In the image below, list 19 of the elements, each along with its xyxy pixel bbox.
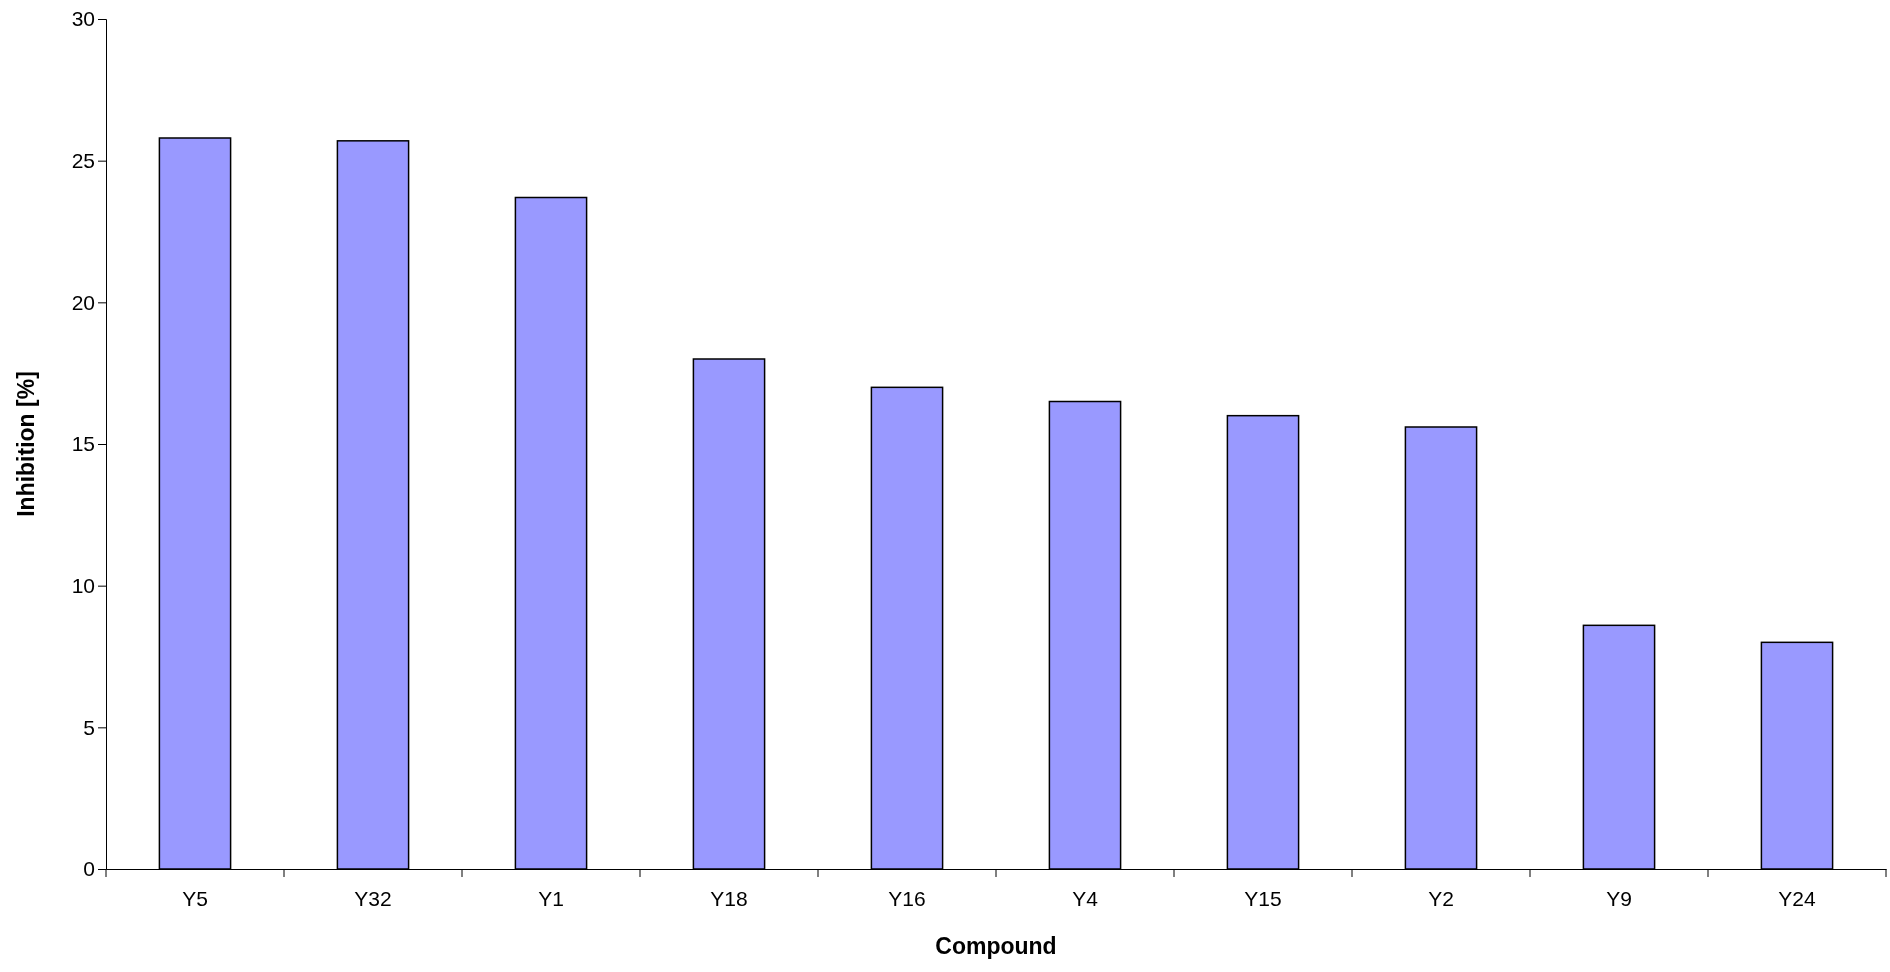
x-tick-label: Y1 — [538, 886, 564, 910]
y-tick-label: 25 — [71, 148, 95, 172]
x-axis-title: Compound — [935, 933, 1057, 959]
x-tick-label: Y9 — [1606, 886, 1632, 910]
x-tick-label: Y5 — [182, 886, 208, 910]
x-tick-label: Y32 — [354, 886, 392, 910]
x-tick-label: Y24 — [1778, 886, 1816, 910]
x-tick-label: Y18 — [710, 886, 748, 910]
y-tick-label: 5 — [83, 715, 95, 739]
x-tick-label: Y4 — [1072, 886, 1099, 910]
y-tick-label: 30 — [71, 7, 95, 31]
y-tick-label: 20 — [71, 290, 95, 314]
x-tick-label: Y15 — [1244, 886, 1282, 910]
x-tick-label: Y16 — [888, 886, 926, 910]
y-tick-label: 10 — [71, 573, 95, 597]
y-tick-label: 15 — [71, 432, 95, 456]
y-axis-title: Inhibition [%] — [13, 371, 39, 517]
x-tick-label: Y2 — [1428, 886, 1454, 910]
y-tick-label: 0 — [83, 857, 95, 881]
